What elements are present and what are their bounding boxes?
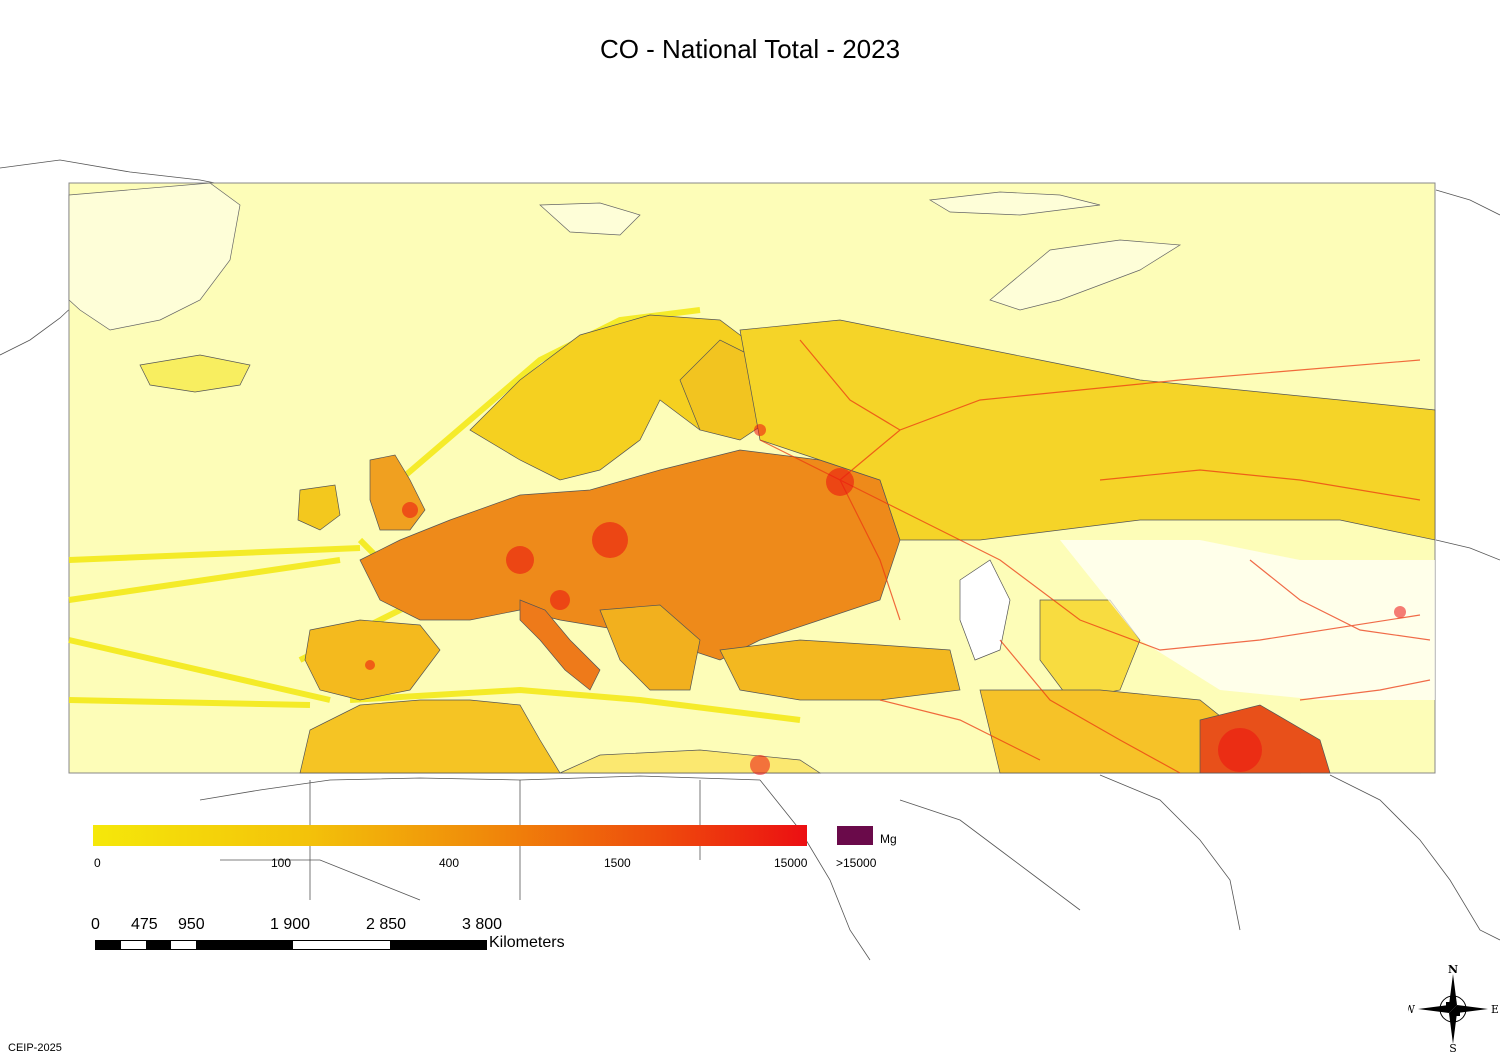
legend-unit: Mg xyxy=(880,832,897,846)
scale-label: 475 xyxy=(131,916,158,933)
scale-label: 1 900 xyxy=(270,916,311,933)
legend-tick: 0 xyxy=(94,856,101,870)
turkey xyxy=(719,639,961,701)
legend-tick: 1500 xyxy=(604,856,631,870)
legend-over-max-swatch xyxy=(837,826,873,845)
scale-label: 3 800 xyxy=(462,916,503,933)
ireland xyxy=(297,484,341,531)
iceland xyxy=(139,354,251,393)
iberia xyxy=(304,619,441,701)
scale-unit: Kilometers xyxy=(489,934,565,951)
compass-n: N xyxy=(1448,963,1458,976)
credit-label: CEIP-2025 xyxy=(8,1042,62,1054)
scale-label: 0 xyxy=(91,916,100,933)
compass-w: W xyxy=(1408,1003,1416,1016)
scale-bar xyxy=(95,940,487,950)
eastern-europe xyxy=(739,319,1436,541)
compass-s: S xyxy=(1449,1042,1457,1052)
legend-tick: 15000 xyxy=(774,856,808,870)
compass-e: E xyxy=(1491,1003,1498,1016)
scale-label: 2 850 xyxy=(366,916,407,933)
north-arrow-icon: N E S W xyxy=(1408,963,1498,1052)
legend-tick: 100 xyxy=(271,856,292,870)
legend-tick: 400 xyxy=(439,856,460,870)
transport-network xyxy=(759,339,1431,774)
continental-europe xyxy=(359,449,901,661)
caspian-sea xyxy=(959,559,1011,661)
legend-tick: >15000 xyxy=(836,856,877,870)
emission-hotspots xyxy=(365,424,1406,775)
italy xyxy=(519,599,601,691)
north-africa xyxy=(299,699,561,774)
scale-label: 950 xyxy=(178,916,205,933)
legend-color-ramp xyxy=(93,825,807,846)
map-title: CO - National Total - 2023 xyxy=(599,34,901,64)
greenland xyxy=(68,182,241,331)
